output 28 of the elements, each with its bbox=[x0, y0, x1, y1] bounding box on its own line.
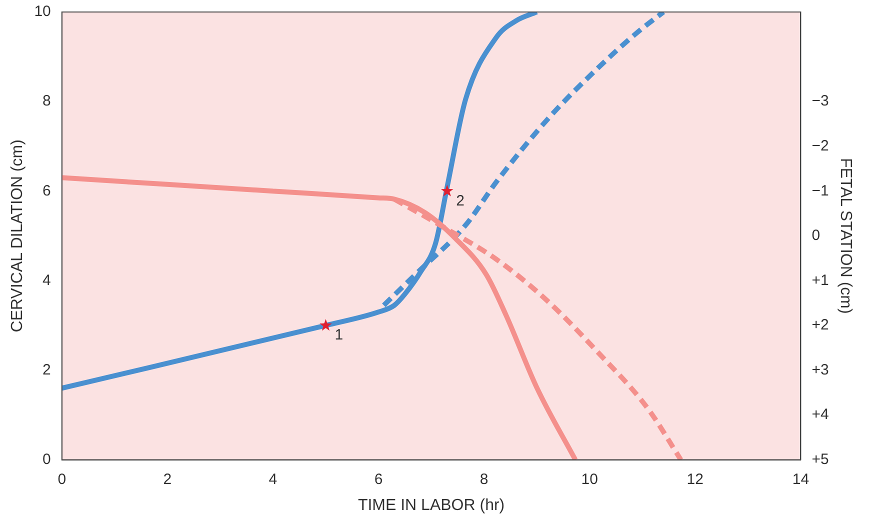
x-tick-label: 12 bbox=[686, 470, 704, 488]
x-tick-label: 2 bbox=[163, 470, 172, 488]
y2-tick-label: +2 bbox=[812, 316, 829, 334]
y2-tick-label: +4 bbox=[812, 406, 829, 424]
y2-tick-label: −2 bbox=[812, 137, 829, 154]
x-tick-label: 6 bbox=[374, 470, 383, 488]
y-tick-label: 0 bbox=[42, 450, 51, 468]
annotation: 1 bbox=[334, 326, 344, 344]
x-tick-label: 8 bbox=[480, 470, 488, 488]
annotation: 2 bbox=[456, 192, 464, 210]
y2-axis-title: FETAL STATION (cm) bbox=[836, 158, 854, 314]
y2-tick-label: +5 bbox=[812, 450, 829, 468]
x-tick-label: 10 bbox=[581, 470, 598, 488]
y-tick-label: 8 bbox=[42, 92, 51, 110]
y2-tick-label: −3 bbox=[812, 92, 829, 110]
y-tick-label: 2 bbox=[42, 361, 51, 378]
y-tick-label: 4 bbox=[42, 272, 51, 289]
x-axis-title: TIME IN LABOR (hr) bbox=[358, 496, 505, 514]
y2-tick-label: +3 bbox=[812, 361, 829, 378]
y2-tick-label: −1 bbox=[812, 182, 829, 200]
x-tick-label: 14 bbox=[792, 470, 810, 488]
y-tick-label: 10 bbox=[34, 3, 51, 20]
x-tick-label: 4 bbox=[268, 470, 278, 488]
x-tick-label: 0 bbox=[58, 470, 66, 488]
y-axis-title: CERVICAL DILATION (cm) bbox=[9, 140, 26, 332]
y2-tick-label: 0 bbox=[812, 227, 820, 244]
y-tick-label: 6 bbox=[42, 182, 51, 200]
y2-tick-label: +1 bbox=[812, 272, 829, 289]
